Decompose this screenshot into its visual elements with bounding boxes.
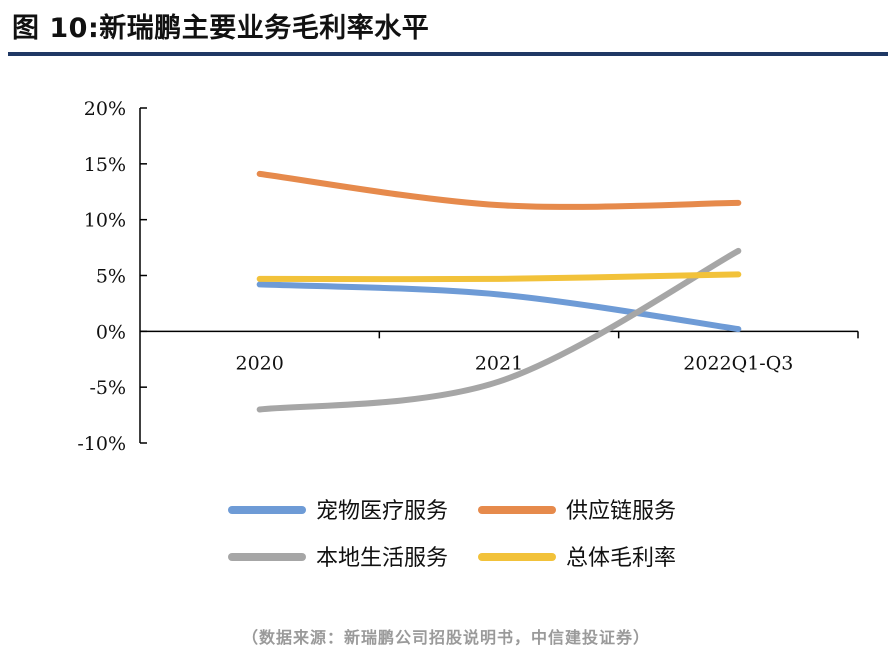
y-tick-label: -10% xyxy=(77,433,126,455)
x-axis: 2020 2021 2022Q1-Q3 xyxy=(140,330,859,374)
series-line-3 xyxy=(256,271,742,283)
y-axis: 20% 15% 10% 5% 0% -5% -10% xyxy=(77,98,147,455)
figure-title: 图 10:新瑞鹏主要业务毛利率水平 xyxy=(12,13,430,44)
series-line-1 xyxy=(256,170,742,210)
series-lines xyxy=(256,170,742,413)
series-line-2 xyxy=(256,247,742,413)
line-chart: 20% 15% 10% 5% 0% -5% -10% 2020 2021 2022Q1-Q3 宠… xyxy=(77,98,859,571)
series-line-0 xyxy=(256,281,742,333)
y-tick-label: 10% xyxy=(84,210,126,232)
legend-label: 总体毛利率 xyxy=(566,546,676,571)
y-tick-label: 0% xyxy=(96,321,126,343)
legend-label: 供应链服务 xyxy=(566,499,676,524)
legend-label: 本地生活服务 xyxy=(316,546,448,571)
title-rule xyxy=(8,52,888,56)
y-tick-label: 5% xyxy=(96,266,126,288)
x-tick-label: 2020 xyxy=(235,352,283,374)
y-tick-label: -5% xyxy=(89,377,126,399)
x-tick-label: 2022Q1-Q3 xyxy=(683,352,793,374)
x-tick-label: 2021 xyxy=(475,352,523,374)
source-note: （数据来源：新瑞鹏公司招股说明书，中信建投证券） xyxy=(241,628,650,647)
y-tick-label: 15% xyxy=(84,154,126,176)
legend-label: 宠物医疗服务 xyxy=(316,499,448,524)
y-tick-label: 20% xyxy=(84,98,126,120)
